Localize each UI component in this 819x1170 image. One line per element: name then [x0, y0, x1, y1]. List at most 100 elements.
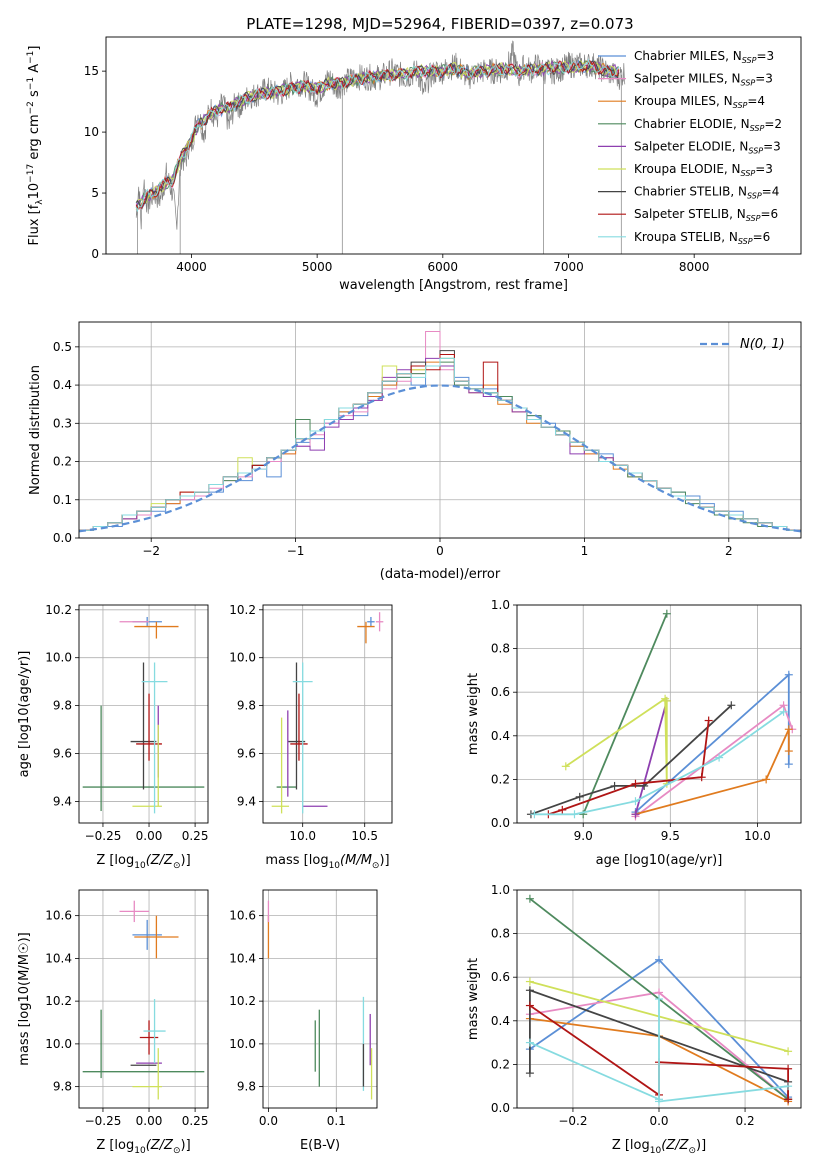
spectrum-model-line — [135, 60, 620, 208]
x-tick-label: 5000 — [302, 260, 333, 274]
x-axis-label: Z [log10(Z/Z⊙)] — [96, 853, 190, 871]
y-tick-label: 10.2 — [229, 603, 256, 617]
y-tick-label: 0.1 — [53, 493, 72, 507]
histogram-step — [79, 357, 801, 538]
legend-subscript: SSP — [741, 79, 756, 88]
mass-weight-line — [635, 728, 790, 816]
y-tick-label: 0.0 — [491, 816, 510, 830]
legend-label: N(0, 1) — [740, 337, 785, 352]
y-tick-label: 5 — [91, 186, 99, 200]
mass-weight-line — [634, 700, 668, 815]
axes-frame — [78, 604, 209, 824]
y-label-part: A — [27, 64, 42, 77]
legend-suffix: =2 — [764, 117, 782, 131]
legend-suffix: =3 — [763, 139, 781, 153]
legend-subscript: SSP — [733, 101, 748, 110]
x-label-part: ⊙ — [372, 861, 380, 871]
x-tick-label: −2 — [142, 544, 160, 558]
legend-suffix: =6 — [760, 207, 778, 221]
age-vs-mass-plot-area — [271, 612, 384, 814]
y-label-part: Flux [f — [27, 204, 42, 245]
y-tick-label: 0.2 — [491, 1057, 510, 1071]
x-tick-label: 10.0 — [289, 829, 316, 843]
mass-vs-Z-chart: −0.25 0.00 0.25 9.8 10.0 10.2 10.4 10.6 Z [log10… — [17, 889, 208, 1156]
x-axis-label: Z [log10(Z/Z⊙)] — [96, 1138, 190, 1156]
legend-suffix: =3 — [755, 72, 773, 86]
y-tick-label: 15 — [84, 64, 99, 78]
y-axis-label: age [log10(age/yr)] — [17, 651, 32, 778]
y-tick-label: 0.6 — [491, 970, 510, 984]
x-label-part: (M/M — [340, 853, 372, 868]
residuals-y-label: Normed distribution — [28, 365, 43, 495]
y-tick-label: 9.4 — [53, 794, 72, 808]
y-axis-label: mass weight — [466, 673, 481, 755]
legend-suffix: =4 — [747, 94, 765, 108]
y-tick-label: 10 — [84, 125, 99, 139]
x-axis-label: age [log10(age/yr)] — [596, 853, 723, 868]
y-tick-label: 10.6 — [45, 909, 72, 923]
y-tick-label: 10.0 — [45, 1037, 72, 1051]
legend-subscript: SSP — [742, 56, 757, 65]
spectrum-model-line — [135, 58, 620, 213]
x-tick-label: 0.2 — [736, 1114, 755, 1128]
mass-weight-line — [582, 613, 668, 815]
y-label-part: −2 — [26, 101, 36, 114]
x-label-part: (Z/Z — [661, 1138, 689, 1153]
x-label-part: (Z/Z — [146, 1138, 174, 1153]
y-tick-label: 10.0 — [45, 651, 72, 665]
spectrum-model-line — [135, 59, 620, 209]
residuals-plot-area — [79, 331, 801, 538]
y-tick-label: 0.2 — [491, 772, 510, 786]
spectrum-plot-area — [135, 40, 626, 254]
axes-frame — [262, 604, 393, 824]
legend-text: Chabrier ELODIE, N — [634, 117, 750, 131]
x-label-part: 10 — [650, 1146, 662, 1156]
x-tick-label: 1 — [581, 544, 589, 558]
x-tick-label: −0.25 — [85, 829, 122, 843]
massweight-vs-age-plot-area — [526, 609, 797, 821]
legend-suffix: =4 — [762, 185, 780, 199]
y-tick-label: 0 — [91, 247, 99, 261]
legend-subscript: SSP — [748, 146, 763, 155]
x-tick-label: 4000 — [176, 260, 207, 274]
axes-frame — [105, 36, 802, 255]
x-label-part: Z [log — [96, 853, 134, 868]
residuals-x-label: (data-model)/error — [380, 567, 501, 582]
spectrum-x-label: wavelength [Angstrom, rest frame] — [339, 278, 568, 293]
spectrum-chart: 4000 5000 6000 7000 8000 0 5 10 15 wavelength [An… — [26, 36, 802, 293]
legend-subscript: SSP — [741, 169, 756, 178]
massweight-vs-Z-plot-area — [525, 894, 793, 1106]
x-label-part: mass [log — [265, 853, 328, 868]
normal-curve — [79, 384, 801, 533]
legend-text: Kroupa MILES, N — [634, 94, 733, 108]
legend-text: Kroupa ELODIE, N — [634, 162, 741, 176]
y-tick-label: 0.0 — [491, 1101, 510, 1115]
x-axis-label: mass [log10(M/M⊙)] — [265, 853, 389, 871]
x-tick-label: 10.5 — [351, 829, 378, 843]
legend-text: Chabrier MILES, N — [634, 49, 742, 63]
y-tick-label: 9.8 — [53, 1080, 72, 1094]
y-tick-label: 9.6 — [237, 747, 256, 761]
y-tick-label: 0.8 — [491, 642, 510, 656]
axes-frame — [262, 889, 378, 1109]
x-tick-label: 0 — [436, 544, 444, 558]
x-tick-label: 9.5 — [661, 829, 680, 843]
legend-suffix: =3 — [755, 162, 773, 176]
x-tick-label: 0.25 — [182, 829, 209, 843]
x-axis-label: E(B-V) — [300, 1138, 340, 1153]
legend-subscript: SSP — [747, 192, 762, 201]
legend-label: Kroupa MILES, NSSP=4 — [634, 94, 765, 110]
y-label-part: s — [27, 90, 42, 101]
x-label-part: 10 — [134, 861, 146, 871]
y-tick-label: 0.4 — [53, 378, 72, 392]
x-tick-label: 0.00 — [136, 829, 163, 843]
legend-text: Kroupa STELIB, N — [634, 230, 738, 244]
x-tick-label: 6000 — [428, 260, 459, 274]
y-tick-label: 10.4 — [229, 951, 256, 965]
y-label-part: −1 — [26, 51, 36, 64]
legend-suffix: =3 — [756, 49, 774, 63]
legend-label: Salpeter STELIB, NSSP=6 — [634, 207, 778, 223]
